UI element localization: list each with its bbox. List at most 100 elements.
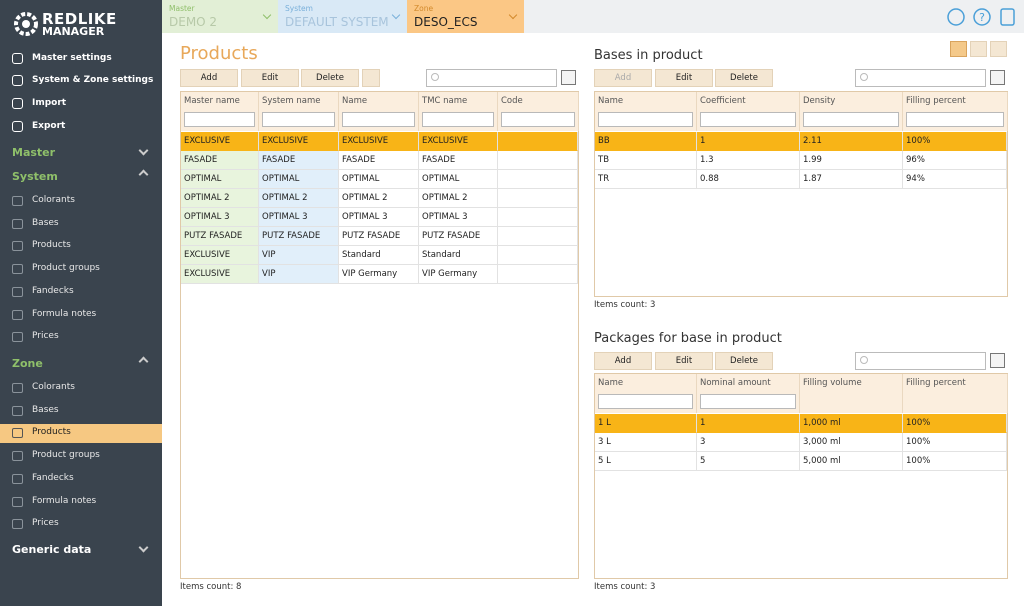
column-header[interactable]: Master name (181, 92, 259, 131)
filter-input[interactable] (700, 394, 796, 409)
button[interactable]: Delete (715, 352, 773, 370)
cell: PUTZ FASADE (339, 227, 419, 246)
filter-input[interactable] (501, 112, 575, 127)
nav-sub-item[interactable]: Bases (32, 217, 59, 228)
tab-label: Zone (414, 4, 434, 13)
cell: EXCLUSIVE (181, 132, 259, 151)
nav-item[interactable]: Master settings (32, 53, 112, 63)
nav-sub-item[interactable]: Fandecks (32, 285, 74, 296)
nav-sub-item[interactable]: Products (32, 240, 71, 251)
filter-input[interactable] (598, 394, 693, 409)
search-icon (431, 73, 439, 81)
nav-sub-item[interactable]: Colorants (32, 195, 75, 205)
tab-value: DESO_ECS (414, 15, 478, 29)
tab[interactable] (407, 0, 524, 33)
nav-sub-item[interactable]: Formula notes (32, 495, 97, 506)
nav-sub-item[interactable]: Products (32, 427, 71, 438)
filter-input[interactable] (262, 112, 335, 127)
cell: 100% (903, 433, 1007, 452)
nav-item[interactable]: Export (32, 121, 66, 131)
nav-section[interactable]: System (12, 170, 58, 183)
filter-input[interactable] (184, 112, 255, 127)
table-row[interactable] (595, 170, 1007, 189)
column-header[interactable]: Code (498, 92, 579, 131)
cell: 3 (697, 433, 800, 452)
nav-sub-item[interactable]: Bases (32, 404, 59, 415)
column-header[interactable]: Name (595, 374, 697, 413)
cell: OPTIMAL (419, 170, 498, 189)
nav-sub-item[interactable]: Fandecks (32, 472, 74, 483)
tab[interactable] (278, 0, 407, 33)
nav-sub-item[interactable]: Product groups (32, 263, 100, 274)
filter-input[interactable] (342, 112, 415, 127)
search[interactable] (855, 352, 986, 370)
column-header[interactable]: Name (339, 92, 419, 131)
table (594, 91, 1008, 297)
table-row[interactable] (595, 414, 1007, 433)
column-header[interactable]: TMC name (419, 92, 498, 131)
column-header[interactable]: Filling percent (903, 92, 1008, 131)
filter-input[interactable] (906, 112, 1004, 127)
table-row[interactable] (595, 151, 1007, 170)
column-header[interactable]: Name (595, 92, 697, 131)
nav-sub-icon (12, 286, 23, 297)
panel-title: Products (180, 43, 258, 64)
nav-section[interactable]: Master (12, 146, 56, 159)
column-header[interactable]: Density (800, 92, 903, 131)
nav-sub-item[interactable]: Prices (32, 518, 59, 529)
filter-input[interactable] (422, 112, 494, 127)
column-header[interactable]: System name (259, 92, 339, 131)
nav-section[interactable]: Zone (12, 357, 43, 370)
table-row[interactable] (595, 132, 1007, 151)
cell: OPTIMAL 2 (259, 189, 339, 208)
table-row[interactable] (595, 452, 1007, 471)
cell: PUTZ FASADE (419, 227, 498, 246)
panel-title: Packages for base in product (594, 331, 782, 346)
grid-settings[interactable] (990, 353, 1005, 368)
search[interactable] (855, 69, 986, 87)
table (180, 91, 579, 579)
cell: VIP (259, 246, 339, 265)
cell: TR (595, 170, 697, 189)
nav-item[interactable]: System & Zone settings (32, 75, 154, 85)
nav-sub-item[interactable]: Product groups (32, 450, 100, 461)
tab[interactable] (162, 0, 278, 33)
filter-input[interactable] (803, 112, 899, 127)
cell: OPTIMAL 3 (419, 208, 498, 227)
grid-settings[interactable] (990, 70, 1005, 85)
column-header[interactable]: Nominal amount (697, 374, 800, 413)
column-header[interactable]: Filling volume (800, 374, 903, 413)
cell: Standard (419, 246, 498, 265)
button[interactable]: Add (594, 352, 652, 370)
menu-button[interactable] (362, 69, 380, 87)
column-header[interactable]: Filling percent (903, 374, 1008, 413)
button[interactable]: Delete (301, 69, 359, 87)
table-row[interactable] (595, 433, 1007, 452)
button[interactable]: Edit (655, 352, 713, 370)
nav-sub-item[interactable]: Formula notes (32, 308, 97, 319)
nav-sub-icon (12, 309, 23, 320)
button[interactable]: Edit (241, 69, 299, 87)
search[interactable] (426, 69, 557, 87)
button[interactable]: Edit (655, 69, 713, 87)
button[interactable]: Add (594, 69, 652, 87)
cell: OPTIMAL 3 (339, 208, 419, 227)
nav-sub-item[interactable]: Prices (32, 331, 59, 342)
cell: TB (595, 151, 697, 170)
grid-settings[interactable] (561, 70, 576, 85)
filter-input[interactable] (700, 112, 796, 127)
nav-item[interactable]: Import (32, 98, 67, 108)
filter-input[interactable] (598, 112, 693, 127)
logo-icon (14, 12, 38, 36)
button[interactable]: Add (180, 69, 238, 87)
cell: VIP Germany (419, 265, 498, 284)
sidebar (0, 0, 162, 606)
cell: OPTIMAL (181, 170, 259, 189)
table-row[interactable] (181, 132, 578, 151)
column-header[interactable]: Coefficient (697, 92, 800, 131)
button[interactable]: Delete (715, 69, 773, 87)
nav-sub-item[interactable]: Colorants (32, 382, 75, 392)
nav-section[interactable]: Generic data (12, 543, 92, 556)
cell (498, 208, 578, 227)
cell: OPTIMAL 2 (339, 189, 419, 208)
